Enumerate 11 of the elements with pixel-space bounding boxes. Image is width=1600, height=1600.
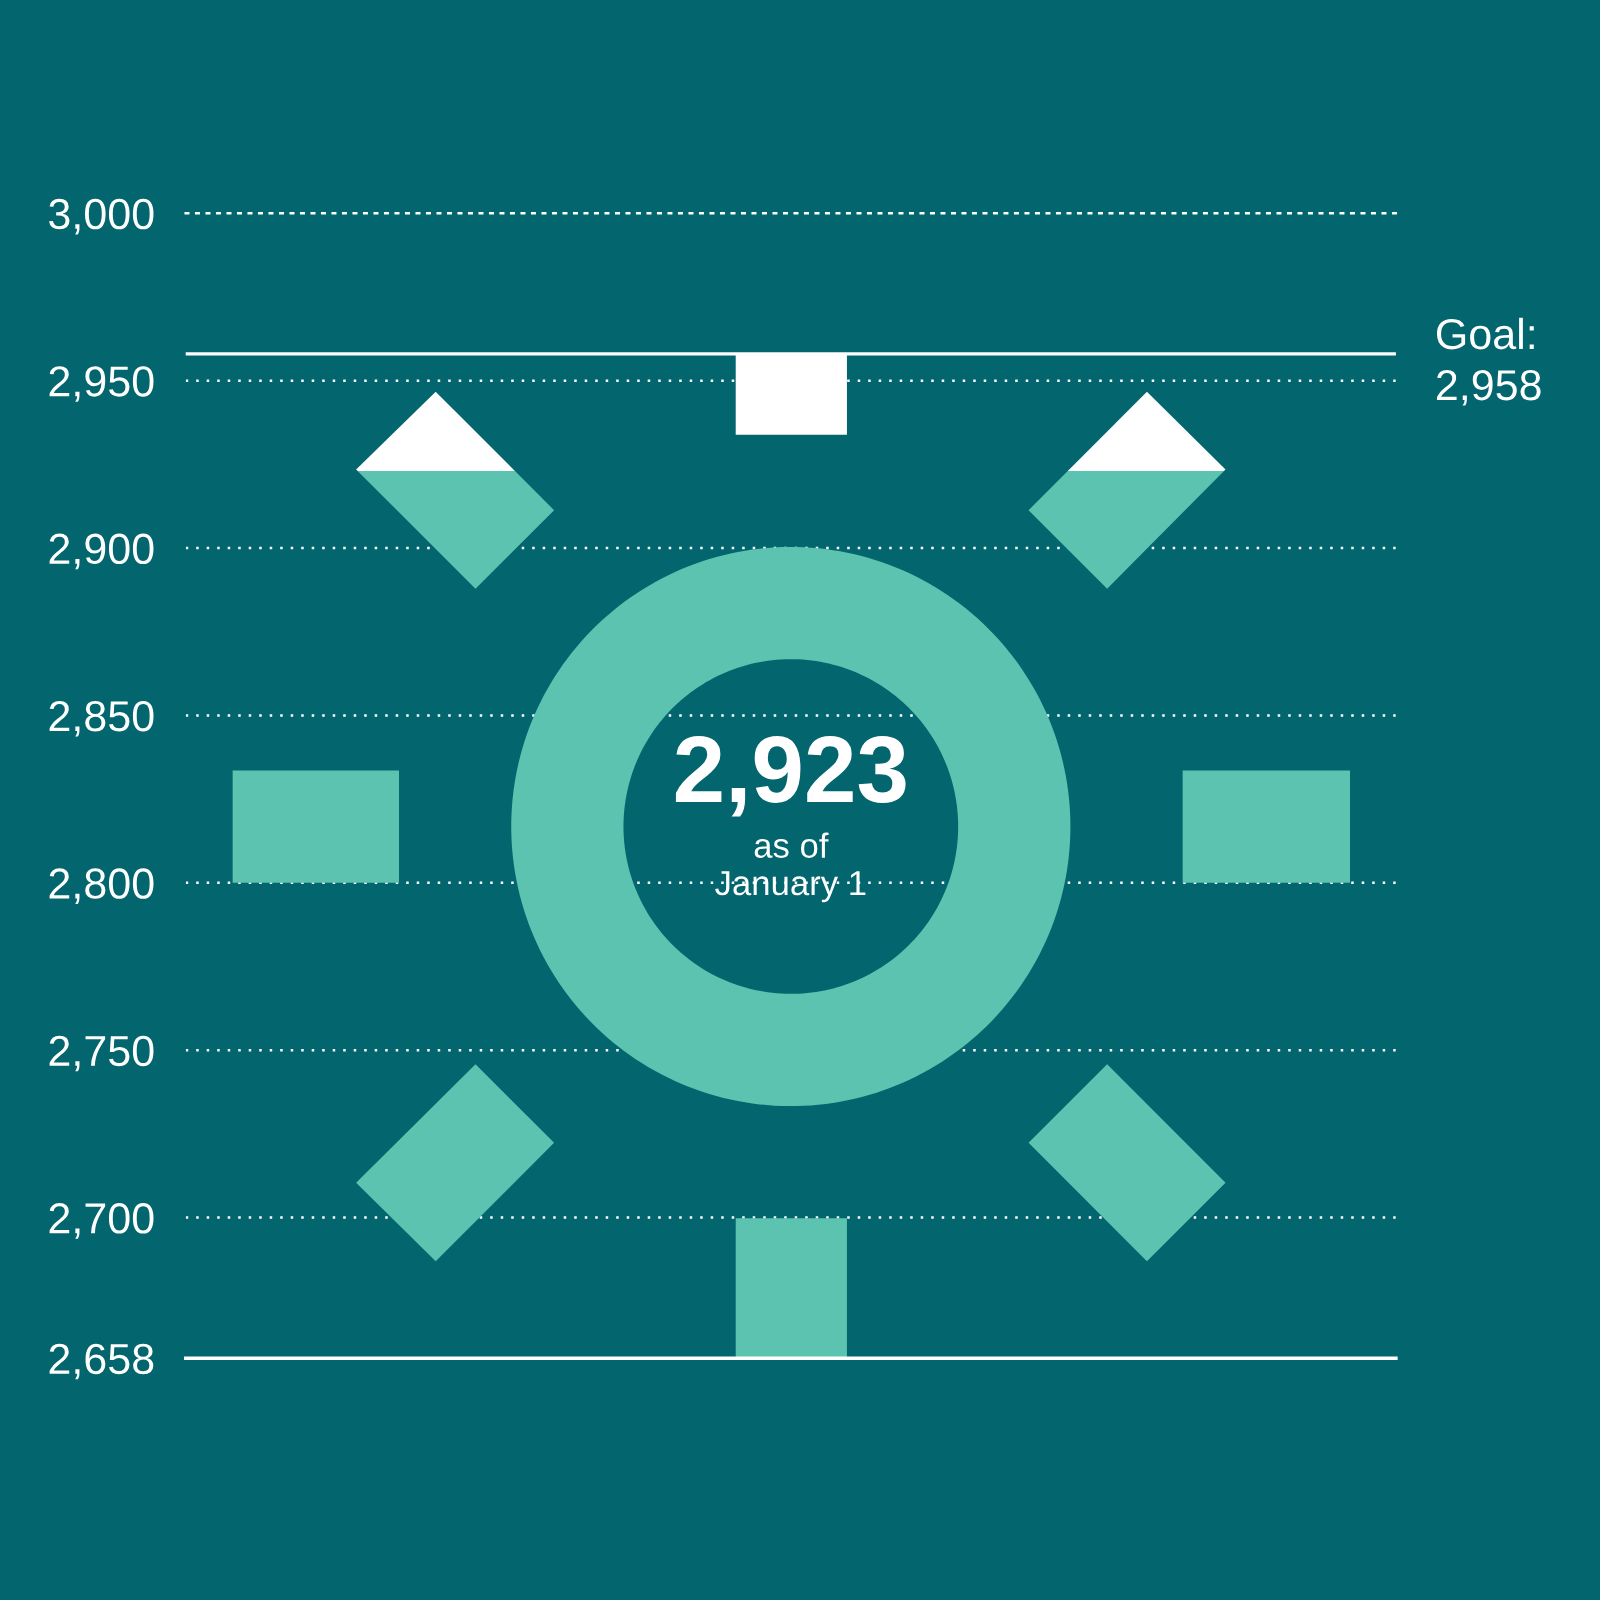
y-tick-label: 2,950 [49,366,154,402]
y-tick-label: 2,750 [49,1035,154,1072]
annotation: as of January 1 [715,832,866,903]
y-tick-label: 2,658 [49,1343,154,1380]
y-tick-label: 2,800 [49,868,154,904]
y-tick-label: 2,900 [49,533,154,570]
data-label: 2,923 [675,736,906,817]
ref-line-label: Goal: 2,958 [1436,317,1541,406]
y-tick-label: 2,700 [49,1203,154,1239]
y-tick-label: 3,000 [49,198,154,235]
y-tick-label: 2,850 [49,700,154,737]
